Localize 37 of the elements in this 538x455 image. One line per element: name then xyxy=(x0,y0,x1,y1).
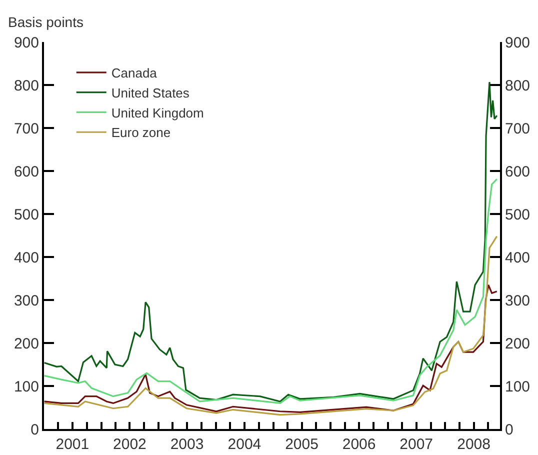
x-tick-label: 2003 xyxy=(170,436,204,453)
legend-label: Euro zone xyxy=(111,125,171,140)
legend-label: United Kingdom xyxy=(111,105,204,120)
y-axis-title: Basis points xyxy=(8,14,84,30)
y-tick-label: 0 xyxy=(30,421,39,438)
y2-tick-label: 900 xyxy=(505,34,530,52)
y2-tick-label: 300 xyxy=(505,292,530,310)
x-tick-label: 2005 xyxy=(285,436,318,453)
y-tick-label: 900 xyxy=(14,34,39,52)
y2-tick-label: 0 xyxy=(505,421,514,438)
line-series xyxy=(44,81,498,402)
x-tick-label: 2002 xyxy=(113,436,146,453)
y-tick-label: 200 xyxy=(14,335,39,352)
legend-label: United States xyxy=(111,85,190,100)
y2-tick-label: 700 xyxy=(505,120,530,138)
y2-tick-label: 100 xyxy=(505,378,530,396)
x-tick-label: 2006 xyxy=(342,436,376,453)
x-tick-label: 2004 xyxy=(228,436,262,453)
y-tick-label: 100 xyxy=(14,378,39,396)
y2-tick-label: 400 xyxy=(505,249,530,266)
x-tick-label: 2008 xyxy=(457,436,490,453)
y-tick-label: 400 xyxy=(14,249,39,266)
y-tick-label: 600 xyxy=(14,163,39,180)
y2-tick-label: 200 xyxy=(505,335,530,352)
y2-tick-label: 500 xyxy=(505,206,530,224)
y-tick-label: 300 xyxy=(14,292,39,310)
y-tick-label: 800 xyxy=(14,77,39,94)
line-series xyxy=(44,284,498,414)
x-tick-label: 2007 xyxy=(400,436,434,453)
y2-tick-label: 600 xyxy=(505,163,530,180)
line-series xyxy=(44,236,498,416)
legend-label: Canada xyxy=(111,66,158,80)
x-tick-label: 2001 xyxy=(56,436,90,453)
y-tick-label: 700 xyxy=(14,120,39,138)
line-series xyxy=(44,178,498,404)
y2-tick-label: 800 xyxy=(505,77,530,94)
y-tick-label: 500 xyxy=(14,206,39,224)
